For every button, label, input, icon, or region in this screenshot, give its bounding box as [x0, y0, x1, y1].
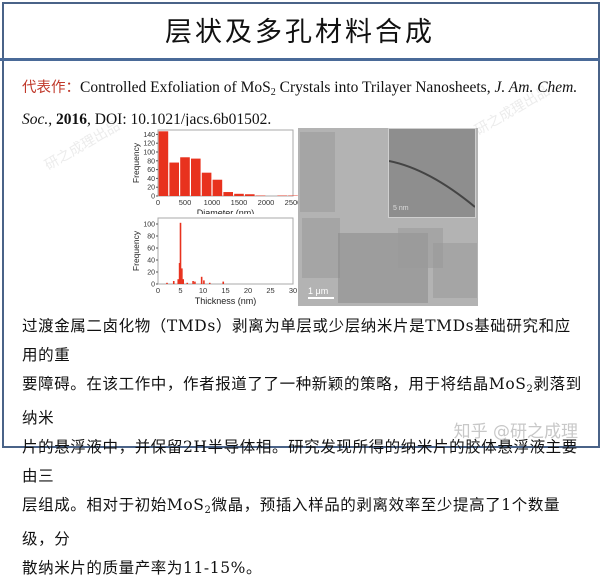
flake — [300, 132, 335, 212]
page-title: 层状及多孔材料合成 — [0, 10, 600, 49]
citation-title: Controlled Exfoliation of MoS — [80, 79, 271, 96]
svg-text:0: 0 — [156, 286, 160, 295]
svg-text:25: 25 — [266, 286, 274, 295]
edge-line — [389, 129, 475, 217]
citation: 代表作：Controlled Exfoliation of MoS2 Cryst… — [22, 74, 582, 133]
zhihu-watermark: 知乎 @研之成理 — [454, 417, 578, 442]
svg-text:30: 30 — [289, 286, 297, 295]
hrtem-inset: 5 nm — [388, 128, 476, 218]
svg-text:1500: 1500 — [231, 198, 248, 207]
scale-bar — [308, 297, 334, 299]
text-span: 层组成。相对于初始MoS — [22, 496, 205, 514]
svg-text:80: 80 — [147, 234, 155, 241]
thickness-histogram: 0 20 40 60 80 100 0 5 10 15 20 25 30 Thickness (nm) Fr… — [130, 214, 298, 306]
diameter-histogram: 02040608010012014005001000150020002500Di… — [130, 126, 298, 216]
svg-text:2500: 2500 — [285, 198, 298, 207]
inset-scale-label: 5 nm — [393, 205, 409, 212]
flake — [433, 243, 477, 298]
text-line: 过渡金属二卤化物（TMDs）剥离为单层或少层纳米片是TMDs基础研究和应用的重 — [22, 312, 582, 370]
subscript: 2 — [205, 505, 212, 516]
flake — [302, 218, 340, 278]
svg-text:20: 20 — [244, 286, 252, 295]
svg-text:0: 0 — [156, 198, 160, 207]
svg-text:100: 100 — [143, 222, 155, 229]
text-line: 散纳米片的质量产率为11-15%。 — [22, 554, 582, 583]
text-line: 层组成。相对于初始MoS2微晶，预插入样品的剥离效率至少提高了1个数量级，分 — [22, 491, 582, 554]
text-span: 要障碍。在该工作中，作者报道了了一种新颖的策略，用于将结晶MoS — [22, 375, 527, 393]
description-text: 过渡金属二卤化物（TMDs）剥离为单层或少层纳米片是TMDs基础研究和应用的重 … — [22, 312, 582, 583]
thickness-chart-svg: 0 20 40 60 80 100 0 5 10 15 20 25 30 Thickness (nm) Fr… — [130, 214, 298, 306]
svg-text:Thickness (nm): Thickness (nm) — [195, 296, 257, 306]
svg-text:500: 500 — [179, 198, 192, 207]
svg-text:20: 20 — [147, 270, 155, 277]
svg-text:Frequency: Frequency — [131, 142, 141, 183]
citation-label: 代表作： — [22, 80, 80, 96]
svg-text:40: 40 — [147, 258, 155, 265]
scale-label: 1 μm — [308, 286, 328, 296]
separator: , — [48, 111, 56, 128]
tem-image: 5 nm 1 μm — [298, 128, 478, 306]
svg-text:10: 10 — [199, 286, 207, 295]
citation-title-rest: Crystals into Trilayer Nanosheets, — [276, 79, 495, 96]
diameter-chart-svg: 02040608010012014005001000150020002500Di… — [130, 126, 298, 216]
svg-text:2000: 2000 — [258, 198, 275, 207]
svg-text:60: 60 — [147, 167, 155, 174]
subscript: 2 — [527, 384, 534, 395]
svg-text:20: 20 — [147, 185, 155, 192]
citation-year: 2016 — [56, 111, 87, 128]
svg-text:100: 100 — [143, 150, 155, 157]
svg-text:120: 120 — [143, 141, 155, 148]
svg-text:15: 15 — [221, 286, 229, 295]
svg-text:0: 0 — [151, 282, 155, 289]
svg-text:80: 80 — [147, 158, 155, 165]
svg-text:140: 140 — [143, 132, 155, 139]
svg-text:40: 40 — [147, 176, 155, 183]
svg-text:Frequency: Frequency — [131, 230, 141, 271]
svg-text:60: 60 — [147, 246, 155, 253]
svg-text:0: 0 — [151, 194, 155, 201]
svg-text:5: 5 — [178, 286, 182, 295]
svg-text:1000: 1000 — [204, 198, 221, 207]
